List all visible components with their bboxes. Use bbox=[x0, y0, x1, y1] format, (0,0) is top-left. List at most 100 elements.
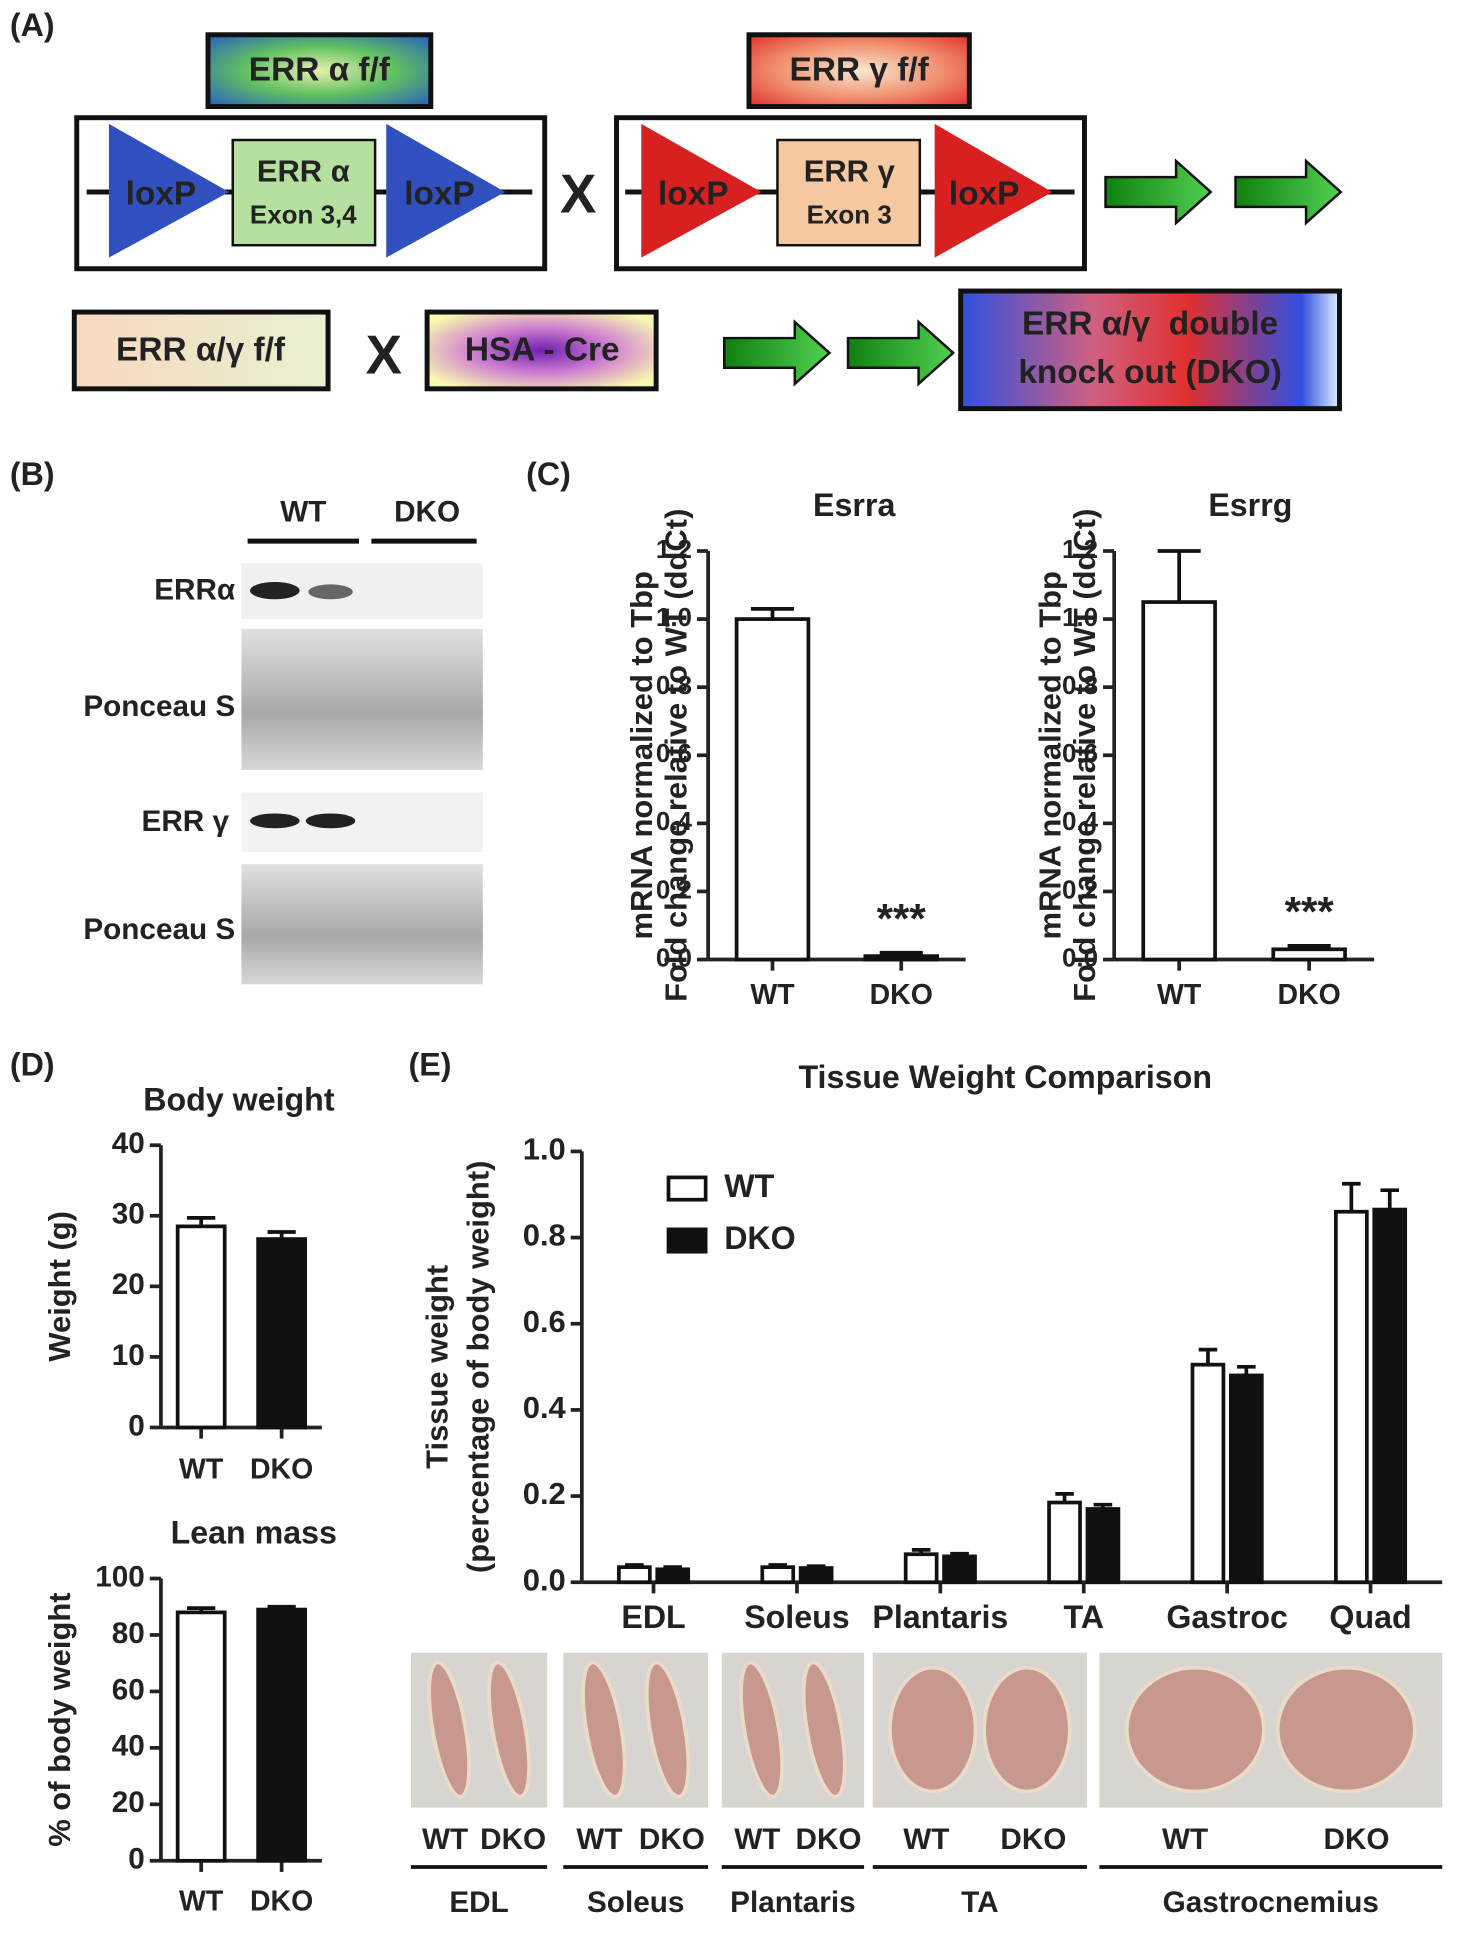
y-axis-label: Fold change relative to WT (ddCt) bbox=[1067, 509, 1102, 1002]
x-tick-label: DKO bbox=[250, 1453, 313, 1485]
bar bbox=[1190, 1362, 1226, 1585]
arrow bbox=[1234, 158, 1343, 226]
cross-symbol: X bbox=[560, 164, 596, 225]
y-axis-label: mRNA normalized to Tbp bbox=[624, 571, 659, 939]
bar bbox=[942, 1554, 977, 1585]
allele-box bbox=[71, 309, 331, 392]
result-label: ERR α/γ double bbox=[1022, 306, 1278, 343]
group-label: WT bbox=[280, 496, 326, 529]
loxp-site bbox=[641, 123, 762, 258]
exon-name: ERR γ bbox=[804, 154, 896, 189]
chart-title: Esrrg bbox=[1208, 487, 1292, 523]
bar bbox=[863, 954, 940, 962]
error-bar bbox=[1157, 549, 1201, 603]
y-tick-label: 0.0 bbox=[1062, 942, 1098, 972]
y-tick-label: 0.6 bbox=[523, 1304, 566, 1339]
y-tick-label: 0.8 bbox=[656, 670, 692, 700]
chart-title: Body weight bbox=[143, 1081, 335, 1117]
y-tick-label: 1.2 bbox=[1062, 534, 1098, 564]
y-tick-label: 0.2 bbox=[1062, 874, 1098, 904]
photo-label: DKO bbox=[796, 1823, 862, 1856]
exon-box bbox=[231, 138, 377, 247]
y-tick-label: 0.4 bbox=[523, 1390, 567, 1425]
y-tick-label: 10 bbox=[112, 1339, 145, 1372]
breeding-diagram: ERR α f/f loxP ERR α Exon 3,4 loxP X ERR… bbox=[71, 32, 1343, 412]
y-tick-label: 0.2 bbox=[523, 1476, 566, 1511]
loxp-site bbox=[934, 123, 1053, 258]
y-axis-label: mRNA normalized to Tbp bbox=[1032, 571, 1067, 939]
photo-label: DKO bbox=[1000, 1823, 1066, 1856]
y-tick-label: 20 bbox=[112, 1786, 145, 1819]
x-tick-label: DKO bbox=[870, 979, 933, 1011]
y-tick-label: 40 bbox=[112, 1730, 145, 1763]
error-bar bbox=[1198, 1347, 1218, 1365]
y-tick-label: 30 bbox=[112, 1198, 145, 1231]
x-tick-label: Quad bbox=[1329, 1599, 1411, 1635]
bar bbox=[655, 1567, 691, 1585]
exon-name: ERR α bbox=[257, 154, 350, 189]
y-tick-label: 1.2 bbox=[656, 534, 692, 564]
chart-title: Esrra bbox=[813, 487, 896, 523]
muscle bbox=[801, 1660, 847, 1799]
panel-label: (C) bbox=[526, 456, 571, 492]
x-tick-label: Plantaris bbox=[872, 1599, 1008, 1635]
bar bbox=[1085, 1507, 1121, 1585]
chart-title: Lean mass bbox=[171, 1515, 337, 1551]
bar bbox=[1228, 1373, 1264, 1585]
allele-box bbox=[424, 309, 659, 392]
y-tick-label: 0.0 bbox=[656, 942, 692, 972]
muscle bbox=[739, 1660, 785, 1799]
row-label: Ponceau S bbox=[83, 913, 235, 946]
y-axis-label: Weight (g) bbox=[42, 1211, 77, 1362]
bar bbox=[1372, 1207, 1408, 1585]
band bbox=[250, 581, 300, 600]
result-label: knock out (DKO) bbox=[1018, 354, 1282, 391]
exon-label: Exon 3 bbox=[807, 200, 892, 230]
photo-group: Gastrocnemius bbox=[1163, 1886, 1379, 1919]
loxp-label: loxP bbox=[126, 176, 197, 213]
photo-label: DKO bbox=[1324, 1823, 1390, 1856]
panel-label: (A) bbox=[10, 7, 55, 43]
arrow bbox=[1104, 158, 1213, 226]
muscle bbox=[644, 1660, 691, 1799]
y-tick-label: 60 bbox=[112, 1673, 145, 1706]
x-tick-label: DKO bbox=[250, 1885, 313, 1917]
y-axis-label: Fold change relative to WT (ddCt) bbox=[659, 509, 694, 1002]
arrow bbox=[722, 319, 832, 387]
y-tick-label: 100 bbox=[95, 1560, 145, 1593]
band bbox=[250, 813, 300, 829]
x-tick-label: DKO bbox=[1278, 979, 1341, 1011]
y-tick-label: 0.4 bbox=[1062, 806, 1099, 836]
muscle bbox=[427, 1660, 471, 1799]
allele-box bbox=[205, 32, 434, 110]
photo-group: Plantaris bbox=[730, 1886, 855, 1919]
result-box bbox=[958, 288, 1342, 412]
photo-group: TA bbox=[961, 1886, 998, 1919]
photo-label: DKO bbox=[639, 1823, 705, 1856]
significance: *** bbox=[1285, 888, 1335, 935]
exon-label: Exon 3,4 bbox=[250, 200, 357, 230]
loxp-label: loxP bbox=[404, 176, 475, 213]
y-tick-label: 40 bbox=[112, 1127, 145, 1160]
error-bar bbox=[1380, 1188, 1400, 1210]
error-bar bbox=[1342, 1181, 1361, 1212]
row-label: ERR γ bbox=[142, 805, 230, 838]
loxp-site bbox=[108, 123, 230, 258]
allele-title: ERR α f/f bbox=[249, 52, 391, 89]
bar bbox=[798, 1566, 834, 1585]
x-tick-label: WT bbox=[1157, 979, 1202, 1011]
y-tick-label: 0.6 bbox=[1062, 738, 1098, 768]
x-tick-label: EDL bbox=[621, 1599, 685, 1635]
y-axis-label: Tissue weight bbox=[420, 1265, 455, 1469]
y-tick-label: 0.2 bbox=[656, 874, 692, 904]
loxp-label: loxP bbox=[658, 176, 729, 213]
blot-strip bbox=[241, 628, 483, 771]
legend-label: DKO bbox=[724, 1220, 795, 1256]
panel-label: (D) bbox=[10, 1047, 55, 1083]
legend-label: WT bbox=[724, 1168, 774, 1204]
photo-label: WT bbox=[903, 1823, 949, 1856]
cross-symbol: X bbox=[366, 324, 402, 385]
row-label: Ponceau S bbox=[83, 690, 235, 723]
